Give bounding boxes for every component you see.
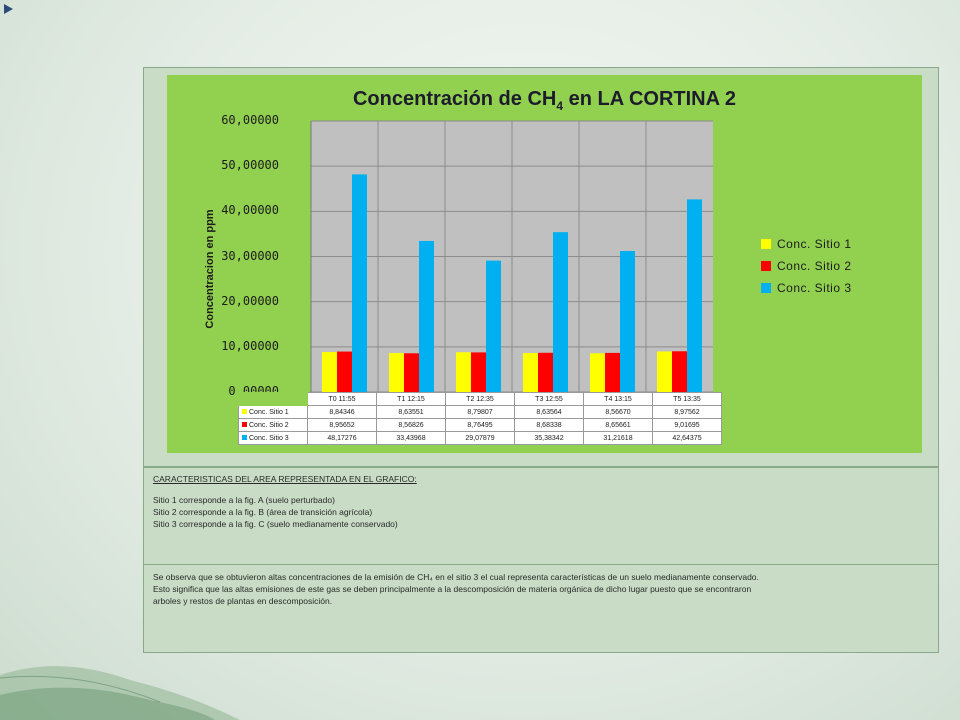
data-value-cell: 8,56826 xyxy=(376,418,446,432)
legend-item: Conc. Sitio 3 xyxy=(761,277,852,299)
data-value-cell: 8,95652 xyxy=(307,418,377,432)
bar xyxy=(590,353,605,392)
table-legend-swatch xyxy=(242,408,247,414)
data-value-cell: 42,64375 xyxy=(652,431,722,445)
category-label: T3 12:55 xyxy=(514,392,584,406)
bar xyxy=(352,174,367,392)
table-row: Conc. Sitio 3 48,17276 33,43968 29,07879 35,… xyxy=(238,431,722,445)
legend-label: Conc. Sitio 3 xyxy=(777,281,852,295)
bar xyxy=(657,351,672,392)
legend-swatch xyxy=(761,261,771,271)
series-name-cell: Conc. Sitio 2 xyxy=(238,418,308,432)
observation-line-3: arboles y restos de plantas en descompos… xyxy=(153,596,333,606)
data-value-cell: 31,21618 xyxy=(583,431,653,445)
bar xyxy=(523,352,538,392)
chart-data-table: T0 11:55 T1 12:15 T2 12:35 T3 12:55 T4 13:15… xyxy=(238,392,722,445)
sitio-3-description: Sitio 3 corresponde a la fig. C (suelo m… xyxy=(153,519,398,529)
legend-swatch xyxy=(761,283,771,293)
data-value-cell: 8,68338 xyxy=(514,418,584,432)
data-value-cell: 9,01695 xyxy=(652,418,722,432)
chart-cell: Concentración de CH4 en LA CORTINA 2 Con… xyxy=(144,68,938,468)
table-legend-swatch xyxy=(242,421,247,427)
data-value-cell: 8,84346 xyxy=(307,405,377,419)
legend-item: Conc. Sitio 1 xyxy=(761,233,852,255)
category-label: T0 11:55 xyxy=(307,392,377,406)
characteristics-cell: CARACTERISTICAS DEL AREA REPRESENTADA EN… xyxy=(144,468,938,565)
y-tick-label: 50,00000 xyxy=(221,158,279,173)
bar xyxy=(553,232,568,392)
bar xyxy=(337,351,352,392)
data-value-cell: 48,17276 xyxy=(307,431,377,445)
table-row: Conc. Sitio 2 8,95652 8,56826 8,76495 8,6833… xyxy=(238,418,722,432)
legend-swatch xyxy=(761,239,771,249)
data-value-cell: 8,65661 xyxy=(583,418,653,432)
bar xyxy=(672,351,687,392)
bar xyxy=(687,199,702,392)
legend-label: Conc. Sitio 1 xyxy=(777,237,852,251)
bar xyxy=(389,352,404,392)
category-label: T4 13:15 xyxy=(583,392,653,406)
chart-legend: Conc. Sitio 1 Conc. Sitio 2 Conc. Sitio 3 xyxy=(761,233,852,299)
data-value-cell: 8,97562 xyxy=(652,405,722,419)
leaf-decoration xyxy=(0,666,240,720)
data-value-cell: 8,79807 xyxy=(445,405,515,419)
chart-area: Concentración de CH4 en LA CORTINA 2 Con… xyxy=(167,75,922,453)
table-row: Conc. Sitio 1 8,84346 8,63551 8,79807 8,6356… xyxy=(238,405,722,419)
y-tick-label: 30,00000 xyxy=(221,248,279,263)
category-label: T5 13:35 xyxy=(652,392,722,406)
data-value-cell: 35,38342 xyxy=(514,431,584,445)
category-label: T1 12:15 xyxy=(376,392,446,406)
bar xyxy=(419,240,434,392)
slide-table: Concentración de CH4 en LA CORTINA 2 Con… xyxy=(143,67,939,653)
bar xyxy=(620,251,635,392)
chart-title: Concentración de CH4 en LA CORTINA 2 xyxy=(352,88,736,113)
bar xyxy=(456,352,471,392)
bar xyxy=(322,352,337,392)
characteristics-heading: CARACTERISTICAS DEL AREA REPRESENTADA EN… xyxy=(153,474,417,484)
observation-line-2: Esto significa que las altas emisiones d… xyxy=(153,584,752,594)
y-tick-label: 60,00000 xyxy=(221,113,279,127)
data-value-cell: 8,63564 xyxy=(514,405,584,419)
bar xyxy=(486,260,501,392)
observation-line-1: Se observa que se obtuvieron altas conce… xyxy=(153,572,759,582)
data-value-cell: 8,63551 xyxy=(376,405,446,419)
y-tick-label: 10,00000 xyxy=(221,338,279,353)
data-value-cell: 8,76495 xyxy=(445,418,515,432)
y-tick-label: 40,00000 xyxy=(221,203,279,218)
observation-cell: Se observa que se obtuvieron altas conce… xyxy=(144,565,938,653)
legend-item: Conc. Sitio 2 xyxy=(761,255,852,277)
bar xyxy=(605,352,620,392)
bar xyxy=(538,352,553,392)
sitio-1-description: Sitio 1 corresponde a la fig. A (suelo p… xyxy=(153,495,335,505)
legend-label: Conc. Sitio 2 xyxy=(777,259,852,273)
series-name-cell: Conc. Sitio 1 xyxy=(238,405,308,419)
data-value-cell: 29,07879 xyxy=(445,431,515,445)
sitio-2-description: Sitio 2 corresponde a la fig. B (área de… xyxy=(153,507,373,517)
data-value-cell: 33,43968 xyxy=(376,431,446,445)
table-corner xyxy=(238,392,308,406)
category-label: T2 12:35 xyxy=(445,392,515,406)
data-value-cell: 8,56670 xyxy=(583,405,653,419)
bar xyxy=(404,353,419,392)
bar xyxy=(471,352,486,392)
table-legend-swatch xyxy=(242,434,247,440)
series-name-cell: Conc. Sitio 3 xyxy=(238,431,308,445)
slide-bullet-icon xyxy=(4,4,13,14)
y-tick-label: 20,00000 xyxy=(221,293,279,308)
